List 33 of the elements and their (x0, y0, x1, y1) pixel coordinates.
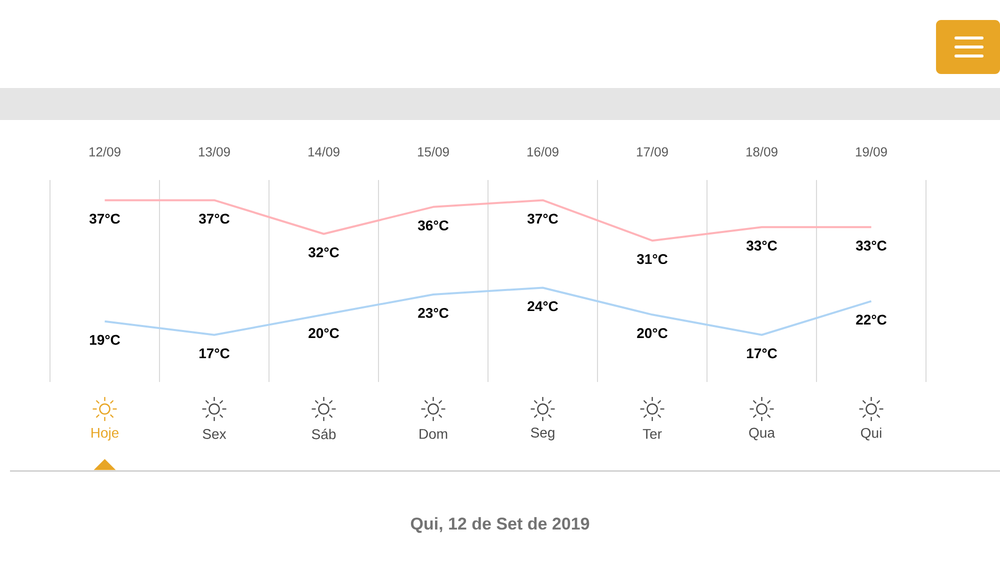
data-label: 32°C (308, 247, 340, 258)
data-label: 23°C (418, 308, 449, 318)
data-label: 33°C (746, 240, 778, 251)
text: Qui (861, 428, 882, 440)
text: Seg (530, 428, 554, 440)
data-label: 37°C (198, 214, 230, 224)
data-label: 36°C (418, 220, 449, 230)
text: Hoje (92, 427, 119, 441)
data-label: 31°C (636, 254, 668, 264)
data-label: 37°C (89, 214, 120, 224)
x-tick-label: 15/09 (418, 146, 449, 156)
data-label: 17°C (746, 348, 778, 358)
x-tick-label: 14/09 (308, 146, 340, 156)
text: Sáb (312, 428, 336, 440)
data-label: 20°C (637, 328, 668, 338)
text: Qua (749, 428, 775, 440)
x-tick-label: 16/09 (527, 146, 558, 156)
text: Dom (420, 429, 448, 439)
x-tick-label: 12/09 (89, 146, 120, 156)
data-label: 24°C (528, 301, 558, 312)
data-label: 22°C (856, 314, 887, 325)
text: Ter (642, 429, 662, 439)
x-tick-label: 13/09 (198, 146, 230, 156)
data-label: 37°C (527, 214, 558, 224)
x-tick-label: 17/09 (636, 146, 668, 156)
data-label: 33°C (856, 240, 887, 251)
x-tick-label: 18/09 (746, 146, 778, 156)
text: Qui, 12 de Set de 2019 (410, 517, 590, 533)
x-tick-label: 19/09 (856, 146, 887, 156)
text: Sex (202, 429, 226, 439)
data-label: 20°C (308, 328, 340, 338)
data-label: 17°C (199, 348, 230, 358)
data-label: 19°C (90, 334, 120, 345)
